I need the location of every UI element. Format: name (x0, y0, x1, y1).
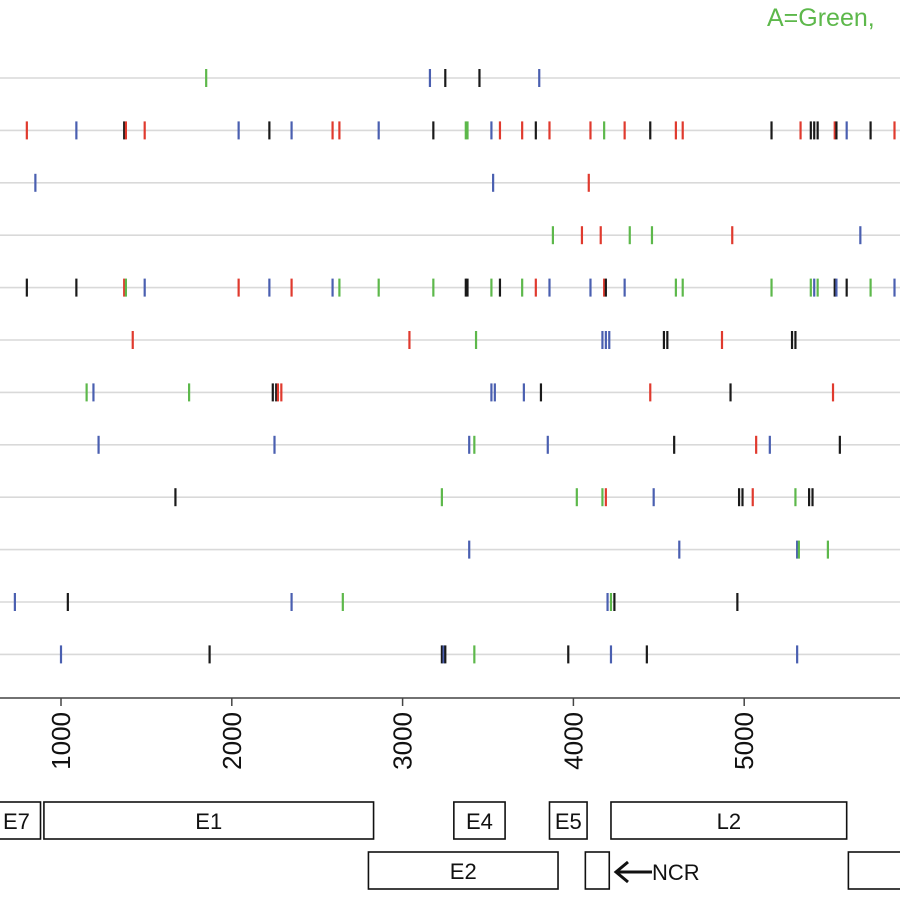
legend: A=Green, (767, 4, 875, 33)
x-tick-label: 5000 (729, 712, 759, 770)
x-tick-label: 3000 (388, 712, 418, 770)
ncr-arrow-head (613, 860, 629, 884)
gene-label-e7: E7 (3, 809, 30, 834)
gene-label-e2: E2 (450, 859, 477, 884)
ncr-annotation: NCR (613, 860, 700, 885)
gene-box-e2 (367, 851, 559, 890)
x-tick-label: 2000 (217, 712, 247, 770)
legend-a-green: A=Green, (767, 4, 875, 32)
gene-map: E7 E1 E4 E5 L2 E2 (0, 801, 900, 890)
x-tick-label: 4000 (558, 712, 588, 770)
x-axis: 1000 2000 3000 4000 5000 (0, 697, 900, 770)
gene-box (847, 851, 900, 890)
x-tick-label: 1000 (46, 712, 76, 770)
gene-box-e4 (453, 801, 506, 840)
ncr-label: NCR (652, 860, 700, 885)
track-lines (0, 77, 900, 656)
gene-box-l2 (610, 801, 848, 840)
gene-box-e1 (43, 801, 375, 840)
gene-label-l2: L2 (717, 809, 741, 834)
variant-marks (13, 69, 896, 664)
gene-label-e4: E4 (466, 809, 493, 834)
gene-box-e5 (548, 801, 588, 840)
gene-box-e7 (0, 801, 42, 840)
gene-label-e5: E5 (555, 809, 582, 834)
gene-box (584, 851, 611, 890)
gene-label-e1: E1 (195, 809, 222, 834)
